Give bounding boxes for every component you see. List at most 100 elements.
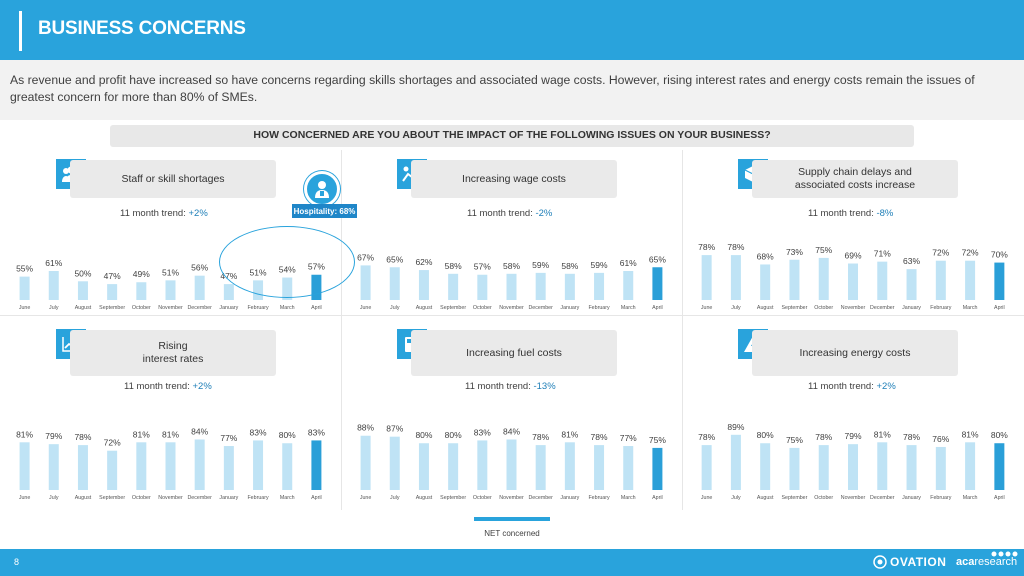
panel-trend: 11 month trend: -2% [467, 208, 553, 219]
bar [877, 442, 888, 490]
x-tick-label: November [841, 305, 866, 311]
x-tick-label: September [781, 495, 807, 501]
bar-value-label: 75% [815, 245, 832, 255]
panel-title: Staff or skill shortages [70, 160, 276, 198]
bar-value-label: 80% [991, 430, 1008, 440]
bar [652, 267, 663, 300]
chart-panel-fuel: Increasing fuel costs 11 month trend: -1… [341, 320, 682, 510]
bar-value-label: 50% [74, 268, 91, 278]
x-tick-label: August [416, 495, 433, 501]
panel-trend: 11 month trend: +2% [124, 381, 212, 392]
x-tick-label: October [473, 495, 492, 501]
bar-value-label: 65% [649, 254, 666, 264]
bar [389, 267, 400, 300]
bar [701, 255, 712, 300]
bar-value-label: 56% [191, 263, 208, 273]
x-tick-label: November [158, 495, 183, 501]
bar [994, 443, 1005, 490]
bar-value-label: 80% [445, 430, 462, 440]
x-tick-label: June [19, 305, 31, 311]
bar [564, 273, 575, 300]
x-tick-label: April [652, 495, 663, 501]
bar-chart: 88% June 87% July 80% August 80% September 83% Oc… [357, 423, 666, 501]
x-tick-label: July [49, 305, 59, 311]
x-tick-label: January [902, 305, 921, 311]
bar-chart: 78% June 78% July 68% August 73% September 75% Oc… [698, 242, 1008, 311]
bar [477, 440, 488, 490]
x-tick-label: March [963, 495, 978, 501]
bar [77, 445, 88, 490]
bar [652, 447, 663, 490]
bar [730, 434, 741, 490]
bar-value-label: 57% [474, 262, 491, 272]
bar [906, 445, 917, 490]
x-tick-label: October [814, 305, 833, 311]
x-tick-label: March [280, 495, 295, 501]
bar [730, 255, 741, 300]
bar [107, 450, 118, 490]
bar [448, 273, 459, 300]
header-bar: BUSINESS CONCERNS [0, 0, 1024, 60]
bar-value-label: 81% [962, 429, 979, 439]
bar [77, 281, 88, 300]
bar-value-label: 78% [903, 432, 920, 442]
aca-research-logo: acaresearch [956, 556, 1017, 568]
x-tick-label: January [219, 305, 238, 311]
bar-value-label: 84% [503, 426, 520, 436]
bar [848, 263, 858, 300]
bar-value-label: 63% [903, 256, 920, 266]
bar [360, 435, 371, 490]
bar [19, 442, 30, 490]
panel-trend: 11 month trend: -13% [465, 381, 556, 392]
x-tick-label: April [311, 305, 322, 311]
chart-panel-supply: Supply chain delays and associated costs… [682, 150, 1024, 315]
bar-value-label: 88% [357, 423, 374, 433]
intro-text: As revenue and profit have increased so … [10, 73, 975, 104]
bar [701, 445, 712, 490]
bar-value-label: 59% [591, 260, 608, 270]
x-tick-label: September [440, 495, 466, 501]
x-tick-label: November [499, 305, 524, 311]
bar-value-label: 81% [16, 429, 33, 439]
bar [223, 446, 234, 490]
x-tick-label: April [994, 495, 1005, 501]
bar-value-label: 67% [357, 252, 374, 262]
bar [418, 270, 429, 300]
page-number: 8 [14, 557, 20, 567]
x-tick-label: September [99, 305, 125, 311]
panel-title: Increasing fuel costs [411, 330, 617, 376]
bar [760, 443, 771, 490]
bar [789, 259, 800, 300]
chart-panel-wage: Increasing wage costs 11 month trend: -2… [341, 150, 682, 315]
bar [165, 442, 176, 490]
bar-value-label: 72% [962, 248, 979, 258]
bar-value-label: 73% [786, 247, 803, 257]
bar [311, 440, 322, 490]
bar-value-label: 70% [991, 250, 1008, 260]
person-icon [304, 171, 340, 207]
x-tick-label: July [390, 495, 400, 501]
bar [136, 282, 147, 300]
bar-value-label: 59% [532, 260, 549, 270]
grid-divider [682, 150, 683, 510]
bar [760, 264, 771, 300]
legend-label: NET concerned [484, 529, 540, 538]
bar [48, 271, 59, 300]
bar-value-label: 78% [591, 432, 608, 442]
bar-value-label: 58% [445, 261, 462, 271]
x-tick-label: August [757, 305, 774, 311]
chart-panel-energy: Increasing energy costs 11 month trend: … [682, 320, 1024, 510]
x-tick-label: November [841, 495, 866, 501]
bar [253, 440, 264, 490]
x-tick-label: April [994, 305, 1005, 311]
bar [848, 444, 858, 490]
x-tick-label: July [49, 495, 59, 501]
bar-value-label: 81% [874, 429, 891, 439]
panel-trend: 11 month trend: -8% [808, 208, 894, 219]
ovation-logo-mark [873, 555, 887, 569]
panel-title: Increasing energy costs [752, 330, 958, 376]
question-banner: HOW CONCERNED ARE YOU ABOUT THE IMPACT O… [110, 125, 914, 147]
bar-value-label: 83% [308, 427, 325, 437]
x-tick-label: February [247, 495, 269, 501]
x-tick-label: August [75, 305, 92, 311]
